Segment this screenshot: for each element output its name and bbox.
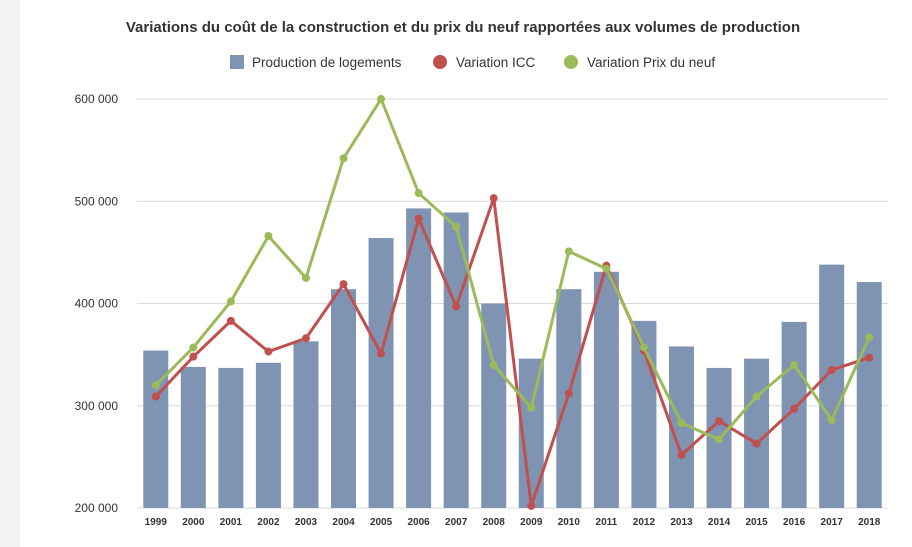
legend: Production de logements Variation ICC Va… — [230, 55, 715, 70]
bar-production-1999[interactable] — [143, 350, 169, 508]
bar-production-2003[interactable] — [293, 341, 319, 508]
x-tick-label: 2000 — [182, 517, 205, 528]
point-icc-2006[interactable] — [414, 214, 423, 223]
y-tick-label: 300 000 — [75, 399, 119, 413]
x-tick-label: 2005 — [370, 517, 393, 528]
bar-production-2010[interactable] — [556, 289, 582, 508]
point-prix-2012[interactable] — [639, 343, 648, 352]
bar-production-2004[interactable] — [331, 289, 357, 508]
point-icc-1999[interactable] — [151, 392, 160, 401]
bar-production-2005[interactable] — [368, 238, 394, 508]
bar-production-2002[interactable] — [255, 362, 281, 508]
point-icc-2000[interactable] — [189, 352, 198, 361]
x-tick-label: 2010 — [558, 517, 581, 528]
point-icc-2018[interactable] — [865, 353, 874, 362]
point-prix-2005[interactable] — [377, 95, 386, 103]
y-axis-ticks: 200 000 300 000 400 000 500 000 600 000 — [75, 92, 119, 515]
legend-label-production: Production de logements — [252, 55, 402, 70]
legend-swatch-icc — [433, 55, 447, 69]
lines — [151, 95, 874, 510]
point-prix-2015[interactable] — [752, 392, 761, 401]
point-icc-2002[interactable] — [264, 347, 273, 356]
point-icc-2009[interactable] — [527, 501, 536, 510]
point-prix-2016[interactable] — [790, 360, 799, 369]
point-prix-2010[interactable] — [564, 247, 573, 256]
bar-production-2015[interactable] — [744, 358, 770, 508]
bar-production-2017[interactable] — [819, 264, 845, 508]
x-tick-label: 2003 — [295, 517, 318, 528]
point-prix-2006[interactable] — [414, 189, 423, 198]
point-icc-2013[interactable] — [677, 450, 686, 459]
point-icc-2003[interactable] — [301, 334, 310, 343]
x-tick-label: 2008 — [483, 517, 506, 528]
point-icc-2015[interactable] — [752, 439, 761, 448]
y-tick-label: 200 000 — [75, 501, 119, 515]
line-prix — [154, 97, 871, 441]
point-prix-2018[interactable] — [865, 333, 874, 342]
gridlines — [137, 98, 888, 509]
bar-production-2001[interactable] — [218, 367, 244, 508]
x-tick-label: 2017 — [821, 517, 844, 528]
x-tick-label: 2006 — [408, 517, 431, 528]
legend-swatch-prix — [564, 55, 578, 69]
point-icc-2017[interactable] — [827, 365, 836, 374]
point-prix-2001[interactable] — [226, 297, 235, 306]
point-icc-2001[interactable] — [226, 316, 235, 325]
point-prix-2000[interactable] — [189, 343, 198, 352]
x-tick-label: 1999 — [145, 517, 168, 528]
x-tick-label: 2007 — [445, 517, 468, 528]
point-icc-2010[interactable] — [564, 389, 573, 398]
point-prix-2004[interactable] — [339, 154, 348, 163]
x-tick-label: 2002 — [257, 517, 280, 528]
point-prix-2017[interactable] — [827, 416, 836, 425]
legend-item-icc[interactable]: Variation ICC — [433, 55, 536, 70]
bar-production-2011[interactable] — [593, 271, 619, 508]
point-prix-2007[interactable] — [452, 222, 461, 231]
x-tick-label: 2011 — [596, 517, 618, 528]
x-tick-label: 2009 — [520, 517, 543, 528]
chart-title: Variations du coût de la construction et… — [126, 19, 800, 36]
bar-production-2000[interactable] — [180, 366, 206, 508]
point-icc-2016[interactable] — [790, 404, 799, 413]
legend-swatch-production — [230, 55, 244, 69]
point-prix-1999[interactable] — [151, 381, 160, 390]
y-tick-label: 400 000 — [75, 297, 119, 311]
x-tick-label: 2001 — [220, 517, 243, 528]
x-tick-label: 2012 — [633, 517, 656, 528]
point-icc-2007[interactable] — [452, 302, 461, 311]
x-tick-label: 2014 — [708, 517, 731, 528]
point-prix-2003[interactable] — [301, 273, 310, 282]
x-tick-label: 2013 — [670, 517, 693, 528]
chart-card: Variations du coût de la construction et… — [20, 0, 912, 547]
bar-production-2006[interactable] — [406, 208, 432, 508]
x-tick-label: 2004 — [332, 517, 355, 528]
point-prix-2014[interactable] — [715, 435, 724, 444]
point-icc-2005[interactable] — [377, 349, 386, 358]
y-tick-label: 500 000 — [75, 194, 119, 208]
legend-label-prix: Variation Prix du neuf — [587, 55, 715, 70]
point-prix-2009[interactable] — [527, 403, 536, 412]
point-prix-2002[interactable] — [264, 232, 273, 241]
x-tick-label: 2016 — [783, 517, 806, 528]
y-tick-label: 600 000 — [75, 92, 119, 106]
bar-production-2018[interactable] — [856, 282, 882, 508]
x-tick-label: 2015 — [745, 517, 768, 528]
point-icc-2014[interactable] — [715, 417, 724, 426]
point-icc-2004[interactable] — [339, 280, 348, 289]
x-tick-label: 2018 — [858, 517, 881, 528]
legend-label-icc: Variation ICC — [456, 55, 536, 70]
point-icc-2008[interactable] — [489, 194, 498, 203]
x-axis-ticks: 1999 2000 2001 2002 2003 2004 2005 2006 2007 2008… — [145, 517, 881, 528]
point-prix-2008[interactable] — [489, 360, 498, 369]
point-prix-2011[interactable] — [602, 264, 611, 273]
line-icc — [154, 196, 870, 508]
legend-item-production[interactable]: Production de logements — [230, 55, 402, 70]
point-prix-2013[interactable] — [677, 419, 686, 428]
legend-item-prix[interactable]: Variation Prix du neuf — [564, 55, 715, 70]
chart: Variations du coût de la construction et… — [75, 19, 888, 528]
